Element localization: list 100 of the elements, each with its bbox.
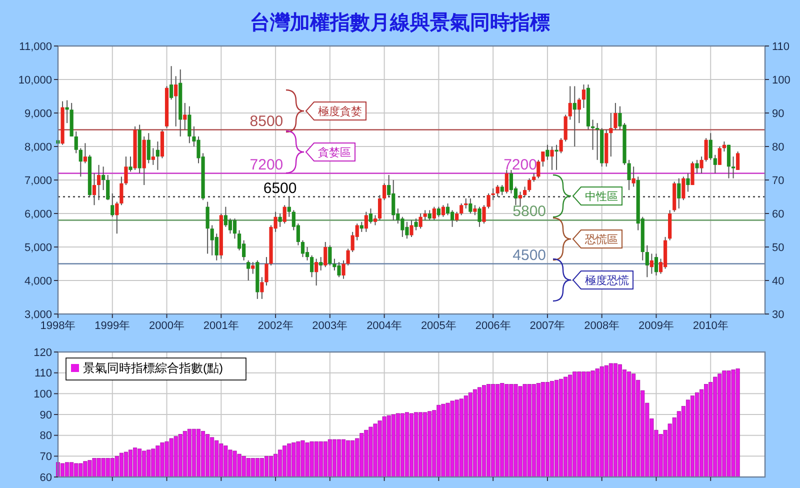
candlestick [373, 214, 378, 226]
candlestick [455, 211, 459, 222]
candlestick [609, 112, 613, 158]
candlestick [523, 186, 527, 198]
candlestick [546, 144, 550, 160]
x-tick-label: 2001年 [203, 320, 239, 332]
candlestick [414, 218, 418, 231]
candlestick [550, 146, 554, 170]
candlestick [460, 202, 464, 216]
candlestick [151, 148, 155, 166]
candlestick [428, 210, 432, 221]
y2-tick-label: 60 [772, 208, 784, 220]
candlestick [554, 144, 558, 170]
y-tick-label: 110 [34, 368, 52, 380]
y-tick-label: 10,000 [18, 74, 52, 86]
y2-tick-label: 90 [772, 108, 784, 120]
candlestick [183, 102, 187, 130]
candlestick [324, 241, 328, 268]
candlestick [450, 210, 454, 228]
candlestick [700, 156, 704, 174]
candlestick [228, 218, 232, 234]
candlestick [310, 254, 314, 278]
candlestick [632, 166, 636, 188]
candlestick [568, 86, 572, 120]
candlestick [432, 206, 436, 221]
y-tick-label: 8,000 [24, 141, 52, 154]
y-tick-label: 7,000 [24, 174, 52, 187]
candlestick [441, 204, 446, 218]
candlestick [410, 220, 414, 238]
candlestick [282, 204, 286, 224]
candlestick [614, 102, 618, 130]
candlestick [645, 244, 649, 278]
candlestick [564, 114, 568, 142]
candlestick [582, 84, 586, 108]
annotation: 中性區 [585, 190, 618, 203]
x-tick-label: 2008年 [584, 320, 620, 332]
candlestick [124, 156, 128, 186]
candlestick [287, 196, 291, 218]
annotation: 貪婪區 [318, 146, 351, 159]
candlestick [731, 156, 736, 179]
candlestick [364, 211, 368, 232]
candlestick [251, 262, 255, 274]
candlestick [486, 192, 490, 209]
y2-tick-label: 80 [772, 141, 784, 154]
candlestick [627, 159, 631, 191]
y-tick-label: 70 [40, 451, 52, 464]
candlestick [695, 159, 699, 174]
candlestick [559, 138, 563, 154]
candlestick [378, 194, 382, 221]
y2-tick-label: 100 [772, 74, 790, 86]
x-tick-label: 2006年 [475, 320, 511, 332]
candlestick [264, 256, 268, 286]
candlestick [300, 240, 305, 258]
chart-title: 台灣加權指數月線與景氣同時指標 [250, 11, 550, 34]
candlestick [473, 204, 477, 216]
candlestick [110, 192, 114, 218]
candlestick [146, 132, 150, 164]
candlestick [106, 174, 110, 201]
x-tick-label: 2000年 [149, 320, 185, 332]
x-tick-label: 2005年 [420, 320, 456, 332]
candlestick [468, 198, 472, 214]
candlestick [482, 204, 486, 224]
annotation: 7200 [250, 156, 284, 174]
y2-tick-label: 70 [772, 174, 784, 187]
candlestick [328, 244, 332, 266]
candlestick [78, 148, 82, 178]
candlestick [314, 258, 318, 286]
x-tick-label: 2009年 [638, 320, 674, 332]
candlestick [686, 172, 690, 192]
annotation: 恐慌區 [584, 234, 618, 246]
candlestick [260, 276, 264, 300]
candlestick [346, 248, 350, 266]
candlestick [278, 213, 282, 228]
candlestick [342, 260, 346, 280]
y2-tick-label: 40 [772, 275, 784, 288]
y-tick-label: 6,000 [24, 208, 52, 220]
y-tick-label: 9,000 [24, 108, 52, 120]
annotation: 8500 [250, 112, 284, 130]
candlestick [577, 97, 581, 124]
y-tick-label: 4,000 [24, 275, 52, 288]
candlestick [736, 151, 740, 170]
candlestick [74, 130, 78, 154]
x-tick-label: 2003年 [312, 320, 348, 332]
x-tick-label: 2010年 [692, 320, 728, 332]
candlestick [704, 138, 708, 162]
annotation: 極度貪婪 [318, 104, 362, 118]
candlestick [120, 176, 124, 206]
candlestick [596, 122, 600, 160]
candlestick [382, 182, 386, 201]
candlestick [536, 159, 540, 179]
candlestick [128, 156, 132, 172]
x-tick-label: 2002年 [258, 320, 294, 332]
y2-tick-label: 50 [772, 242, 784, 254]
x-tick-label: 1998年 [40, 320, 76, 332]
candlestick [713, 154, 717, 174]
candlestick [418, 213, 422, 230]
candlestick [92, 172, 96, 206]
candlestick [708, 132, 712, 160]
y2-tick-label: 110 [772, 40, 790, 53]
y-tick-label: 120 [34, 346, 52, 359]
